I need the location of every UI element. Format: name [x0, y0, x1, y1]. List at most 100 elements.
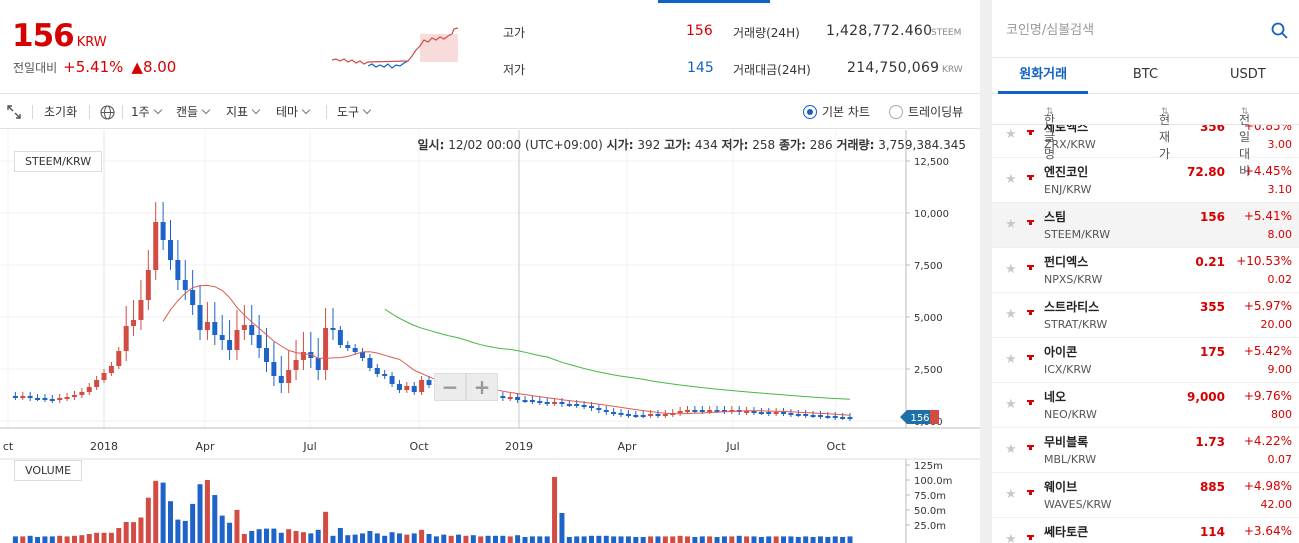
open-label: 시가: [606, 138, 634, 152]
volume-bar [751, 536, 757, 543]
candle-body [515, 397, 521, 400]
candle-body [566, 404, 572, 406]
star-icon[interactable]: ★ [1005, 532, 1017, 543]
coin-change-amount: 20.00 [1260, 318, 1293, 331]
volume-bar [795, 537, 801, 543]
candle-body [71, 395, 77, 397]
chevron-down-icon [201, 105, 211, 115]
list-header: 한글명 ⇅ 현재가 ⇅ 전일대비 ⇅ [992, 95, 1299, 178]
volume-bar [766, 536, 772, 543]
volume-bar [478, 536, 484, 543]
volume-bar [463, 535, 469, 543]
zoom-in-button[interactable]: + [466, 373, 498, 401]
search-input[interactable] [1006, 18, 1256, 42]
open-value: 392 [637, 138, 661, 152]
coin-name: 스팀 [1044, 210, 1067, 224]
search-icon[interactable] [1271, 22, 1288, 43]
coin-row[interactable]: ★ 무비블록 MBL/KRW 1.73 +4.22% 0.07 [992, 428, 1299, 473]
star-icon[interactable]: ★ [1005, 262, 1017, 277]
price-column-header[interactable]: 현재가 ⇅ [1159, 103, 1170, 161]
zoom-out-button[interactable]: − [434, 373, 466, 401]
tool-dropdown[interactable]: 도구 [337, 95, 372, 129]
coin-price: 1.73 [1195, 435, 1225, 449]
volume-bar [588, 535, 594, 543]
volume-bar [337, 528, 343, 543]
reset-button[interactable]: 초기화 [44, 105, 78, 119]
volume-bar [345, 535, 351, 543]
globe-icon[interactable] [100, 95, 115, 129]
last-price-tag: 156 [900, 410, 939, 424]
star-icon[interactable]: ★ [1005, 397, 1017, 412]
tradingview-radio[interactable]: 트레이딩뷰 [889, 95, 963, 129]
market-list-panel: 원화거래 BTC USDT ★제로엑스ZRX/KRW356+0.85%3.00★… [992, 0, 1299, 543]
candle-body [721, 410, 727, 412]
low-value: 258 [752, 138, 776, 152]
candle-body [795, 414, 801, 416]
volume-bar [138, 517, 144, 543]
coin-change-percent: +4.22% [1243, 434, 1292, 448]
candle-body [101, 373, 107, 380]
indicator-dropdown[interactable]: 지표 [226, 95, 261, 129]
chart-toolbar: 초기화 1주 캔들 지표 테마 도구 기본 차트 트레이딩뷰 [0, 95, 980, 129]
candle-body [27, 396, 33, 398]
coin-change-amount: 0.02 [1267, 273, 1293, 286]
candle-body [278, 376, 284, 383]
sparkline-red [332, 27, 459, 65]
chart-canvas[interactable]: 12,50010,0007,5005,0002,5000,000ct2018Ap… [0, 130, 980, 543]
coin-row[interactable]: ★ 스팀 STEEM/KRW 156 +5.41% 8.00 [992, 203, 1299, 248]
tab-btc[interactable]: BTC [1132, 67, 1159, 82]
tab-krw[interactable]: 원화거래 [992, 58, 1094, 94]
candle-body [57, 398, 63, 400]
coin-symbol: STEEM/KRW [1044, 228, 1111, 241]
toolbar-divider [326, 105, 327, 119]
price-chart[interactable]: 12,50010,0007,5005,0002,5000,000ct2018Ap… [0, 130, 980, 543]
volume-tick-label: 125m [914, 461, 943, 472]
coin-row[interactable]: ★ 엔진코인 ENJ/KRW 72.80 +4.45% 3.10 [992, 158, 1299, 203]
ticker-header: 156 KRW 전일대비 +5.41% ▲8.00 고가 156 저가 145 … [0, 0, 980, 94]
star-icon[interactable]: ★ [1005, 172, 1017, 187]
volume-bar [655, 536, 661, 543]
coin-row[interactable]: ★ 스트라티스 STRAT/KRW 355 +5.97% 20.00 [992, 293, 1299, 338]
volume-bar [86, 534, 92, 543]
coin-row[interactable]: ★ 네오 NEO/KRW 9,000 +9.76% 800 [992, 383, 1299, 428]
coin-row[interactable]: ★ 아이콘 ICX/KRW 175 +5.42% 9.00 [992, 338, 1299, 383]
candle-body [182, 280, 188, 290]
star-icon[interactable]: ★ [1005, 307, 1017, 322]
coin-change-percent: +5.41% [1243, 209, 1292, 223]
name-column-header[interactable]: 한글명 ⇅ [1044, 103, 1055, 161]
candle-body [832, 416, 838, 418]
fullscreen-icon[interactable] [7, 95, 21, 129]
tab-usdt[interactable]: USDT [1229, 67, 1266, 82]
star-icon[interactable]: ★ [1005, 352, 1017, 367]
candle-body [685, 410, 691, 412]
coin-name: 아이콘 [1044, 345, 1078, 359]
coin-row[interactable]: ★ 쎄타토큰 114 +3.64% [992, 518, 1299, 543]
period-dropdown[interactable]: 1주 [131, 95, 162, 129]
coin-name: 무비블록 [1044, 435, 1089, 449]
coin-change-percent: +4.45% [1243, 164, 1292, 178]
moving-average-long [384, 308, 851, 400]
time-tick-label: 2019 [505, 440, 533, 453]
volume-bar [57, 535, 63, 543]
volume-label: 거래량: [836, 138, 875, 152]
theme-dropdown[interactable]: 테마 [276, 95, 311, 129]
coin-row[interactable]: ★ 웨이브 WAVES/KRW 885 +4.98% 42.00 [992, 473, 1299, 518]
volume-tick-label: 25.0m [914, 521, 946, 532]
change-column-header[interactable]: 전일대비 ⇅ [1239, 103, 1250, 178]
time-tick-label: ct [3, 440, 14, 453]
candle-body [300, 352, 306, 360]
basic-chart-radio[interactable]: 기본 차트 [803, 95, 870, 129]
chevron-down-icon [301, 105, 311, 115]
trend-marker-icon [1027, 535, 1034, 540]
coin-row[interactable]: ★ 펀디엑스 NPXS/KRW 0.21 +10.53% 0.02 [992, 248, 1299, 293]
candle-dropdown[interactable]: 캔들 [176, 95, 211, 129]
star-icon[interactable]: ★ [1005, 217, 1017, 232]
star-icon[interactable]: ★ [1005, 487, 1017, 502]
star-icon[interactable]: ★ [1005, 442, 1017, 457]
list-scrollbar[interactable] [1295, 125, 1299, 543]
coin-name: 웨이브 [1044, 480, 1078, 494]
trend-marker-icon [1027, 265, 1034, 270]
candle-body [64, 397, 70, 399]
trend-marker-icon [1027, 130, 1034, 135]
star-icon[interactable]: ★ [1005, 127, 1017, 142]
